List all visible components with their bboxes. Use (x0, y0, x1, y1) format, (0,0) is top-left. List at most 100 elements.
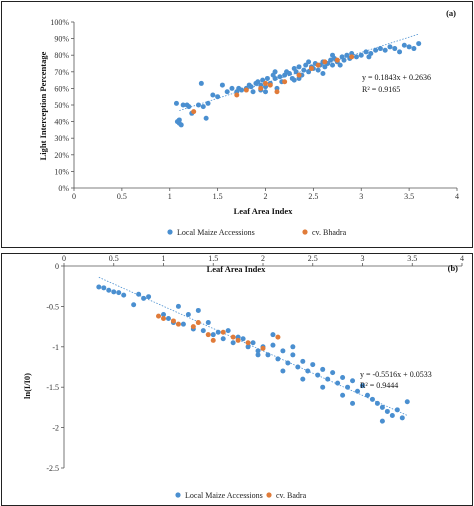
data-point-local-accession (384, 408, 390, 414)
chart-b-legend-marker-local (175, 492, 181, 498)
y-tick-label: 40% (54, 118, 69, 127)
data-point-local-accession (195, 307, 201, 313)
data-point-local-accession (205, 100, 211, 106)
data-point-local-accession (277, 74, 283, 80)
data-point-local-accession (250, 89, 256, 95)
chart-a-legend-marker-local (167, 229, 173, 235)
data-point-local-accession (220, 336, 226, 342)
data-point-local-accession (101, 285, 107, 291)
data-point-cultivar (235, 337, 241, 343)
data-point-local-accession (255, 352, 261, 358)
data-point-local-accession (369, 396, 375, 402)
data-point-local-accession (296, 64, 302, 70)
y-tick-label: 100% (50, 18, 69, 27)
chart-a-x-axis-label: Leaf Area Index (234, 206, 294, 216)
data-point-cultivar (296, 72, 302, 78)
data-point-local-accession (200, 104, 206, 110)
data-point-local-accession (392, 46, 398, 52)
data-point-cultivar (322, 59, 328, 65)
data-point-local-accession (205, 320, 211, 326)
x-tick-label: 1.5 (213, 192, 223, 201)
x-tick-label: 1.5 (208, 254, 218, 263)
data-point-local-accession (265, 352, 271, 358)
data-point-local-accession (315, 67, 321, 73)
trendline (98, 276, 408, 416)
chart-a-panel-label: (a) (446, 8, 456, 18)
data-point-local-accession (275, 356, 281, 362)
chart-a-legend-marker-bhadra (302, 229, 308, 235)
data-point-local-accession (305, 368, 311, 374)
y-tick-label: 80% (54, 51, 69, 60)
data-point-cultivar (263, 80, 268, 86)
chart-b-equation: y = -0.5516x + 0.0533 (360, 370, 432, 379)
data-point-local-accession (303, 62, 309, 68)
data-point-local-accession (416, 41, 422, 47)
data-point-cultivar (195, 320, 201, 326)
chart-b-trendline (98, 276, 408, 416)
chart-b-legend-marker-badra (266, 492, 272, 498)
data-point-cultivar (234, 92, 240, 98)
data-point-local-accession (379, 418, 385, 424)
chart-a-y-axis-label: Light Interception Percentage (38, 51, 48, 160)
data-point-local-accession (198, 80, 204, 86)
data-point-cultivar (161, 316, 166, 322)
data-point-local-accession (173, 100, 179, 106)
data-point-local-accession (180, 102, 186, 108)
data-point-local-accession (250, 340, 256, 346)
data-point-local-accession (306, 59, 312, 65)
chart-b-panel-label: (b) (448, 263, 459, 273)
data-point-local-accession (291, 77, 297, 83)
chart-a-svg: 0 0.5 1 1.5 2 2.5 3 3.5 40%10%20%30%40%50%60%70%… (38, 8, 459, 237)
data-point-local-accession (186, 104, 192, 110)
data-point-local-accession (406, 44, 412, 50)
data-point-local-accession (131, 302, 137, 308)
data-point-local-accession (293, 69, 299, 75)
data-point-local-accession (175, 303, 181, 309)
data-point-cultivar (260, 345, 266, 351)
data-point-local-accession (364, 392, 370, 398)
data-point-local-accession (306, 69, 312, 75)
data-point-local-accession (210, 92, 216, 98)
data-point-local-accession (285, 360, 291, 366)
chart-b-y-axis-label: ln(I/I0) (22, 373, 32, 399)
y-tick-label: 0% (58, 184, 69, 193)
x-tick-label: 2 (261, 254, 265, 263)
data-point-local-accession (350, 378, 356, 384)
data-point-local-accession (106, 287, 112, 293)
x-tick-label: 3 (359, 192, 363, 201)
data-point-local-accession (200, 328, 206, 334)
data-point-local-accession (203, 115, 209, 121)
data-point-local-accession (397, 49, 403, 55)
chart-panel-a: 0 0.5 1 1.5 2 2.5 3 3.5 4 0% 10% 20% 30% 40% 50% 60% 70%… (1, 1, 473, 248)
data-point-cultivar (170, 318, 176, 324)
chart-b-points (96, 284, 410, 424)
x-tick-label: 4 (460, 254, 464, 263)
data-point-local-accession (373, 47, 379, 53)
data-point-cultivar (245, 340, 251, 346)
data-point-local-accession (286, 70, 292, 76)
data-point-local-accession (239, 87, 245, 93)
data-point-cultivar (210, 337, 216, 343)
x-tick-label: 0.5 (109, 254, 119, 263)
data-point-local-accession (161, 311, 166, 317)
data-point-local-accession (219, 82, 225, 88)
data-point-local-accession (404, 399, 410, 405)
data-point-local-accession (387, 44, 393, 50)
x-tick-label: 4 (455, 192, 459, 201)
data-point-local-accession (360, 383, 365, 389)
data-point-local-accession (340, 392, 346, 398)
data-point-local-accession (345, 384, 351, 390)
data-point-local-accession (389, 412, 395, 418)
data-point-cultivar (315, 62, 321, 68)
data-point-local-accession (325, 376, 331, 382)
x-tick-label: 2 (264, 192, 268, 201)
data-point-local-accession (366, 54, 372, 60)
y-tick-label: 0 (55, 262, 59, 271)
y-tick-label: 30% (54, 134, 69, 143)
data-point-local-accession (272, 75, 278, 81)
data-point-local-accession (377, 46, 383, 52)
data-point-local-accession (224, 89, 230, 95)
data-point-local-accession (96, 284, 102, 290)
data-point-local-accession (330, 62, 336, 68)
chart-a-points (173, 41, 422, 128)
